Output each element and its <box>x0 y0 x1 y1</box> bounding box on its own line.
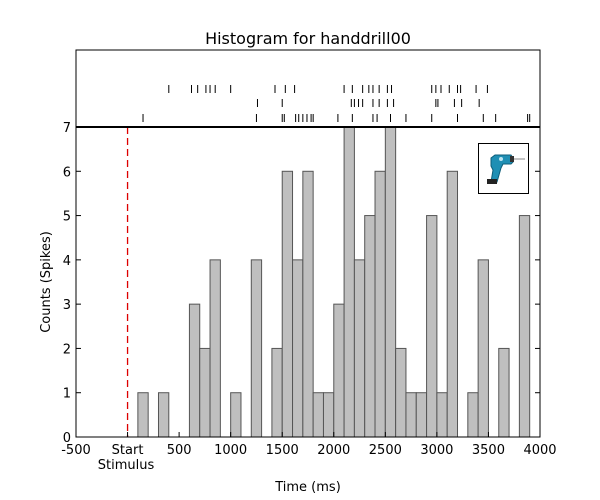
histogram-bar <box>498 347 510 438</box>
histogram-bars <box>137 126 531 438</box>
stimulus-label: Stimulus <box>98 458 155 473</box>
histogram-bar <box>188 303 201 438</box>
x-axis-label: Time (ms) <box>274 480 341 495</box>
histogram-bar <box>230 392 242 438</box>
y-tick-label: 7 <box>63 121 71 136</box>
histogram-bar <box>322 392 335 438</box>
y-tick-label: 1 <box>63 387 71 402</box>
histogram-bar <box>477 259 489 438</box>
histogram-bar <box>395 347 407 438</box>
histogram-bar <box>384 126 397 438</box>
chart-title: Histogram for handdrill00 <box>205 29 411 48</box>
histogram-bar <box>312 392 324 438</box>
hand-drill-icon <box>487 154 525 184</box>
histogram-bar <box>281 170 294 438</box>
x-tick-label: 3500 <box>472 443 505 458</box>
x-tick-label: 2000 <box>317 443 350 458</box>
raster-panel <box>75 49 541 128</box>
histogram-bar <box>199 347 211 438</box>
histogram-bar <box>157 392 170 438</box>
histogram-bar <box>374 170 386 438</box>
y-tick-label: 6 <box>63 165 71 180</box>
histogram-bar <box>271 347 283 438</box>
histogram-bar <box>446 170 459 438</box>
x-axis: -500 Start 500 1000 1500 2000 2500 3000 3500 4000 <box>61 432 557 458</box>
x-tick-label: 4000 <box>523 443 556 458</box>
inset-image <box>478 143 529 194</box>
histogram-bar <box>343 126 355 438</box>
histogram-bar <box>415 392 428 438</box>
histogram-bar <box>209 259 221 438</box>
histogram-bar <box>467 392 479 438</box>
x-tick-label: 2500 <box>369 443 402 458</box>
histogram-bar <box>405 392 417 438</box>
y-tick-label: 5 <box>63 210 71 225</box>
x-tick-label: 1500 <box>266 443 299 458</box>
histogram-bar <box>426 215 438 438</box>
y-axis: 0 1 2 3 4 5 6 7 <box>63 121 540 446</box>
histogram-bar <box>518 215 531 438</box>
x-tick-label: 1000 <box>214 443 247 458</box>
x-tick-label: -500 <box>61 443 91 458</box>
histogram-bar <box>436 392 448 438</box>
y-tick-label: 2 <box>63 342 71 357</box>
y-tick-label: 0 <box>63 431 71 446</box>
y-tick-label: 4 <box>63 254 71 269</box>
histogram-bar <box>353 259 366 438</box>
y-axis-label: Counts (Spikes) <box>39 231 54 333</box>
histogram-bar <box>302 170 314 438</box>
y-tick-label: 3 <box>63 298 71 313</box>
histogram-bar <box>292 259 304 438</box>
x-tick-label: 500 <box>167 443 192 458</box>
histogram-panel: -500 Start 500 1000 1500 2000 2500 3000 3500 4000… <box>39 121 557 495</box>
x-tick-label: 3000 <box>420 443 453 458</box>
histogram-bar <box>137 392 149 438</box>
histogram-bar <box>333 303 345 438</box>
x-tick-label: Start <box>112 443 144 458</box>
histogram-bar <box>364 215 376 438</box>
histogram-bar <box>250 259 263 438</box>
